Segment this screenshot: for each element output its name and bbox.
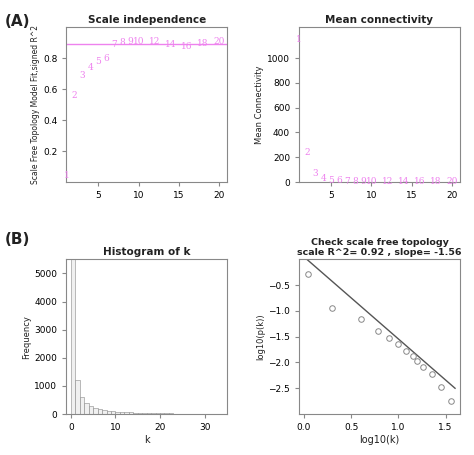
Text: 20: 20 [213, 37, 225, 46]
Text: 18: 18 [197, 39, 209, 48]
Text: 8: 8 [120, 38, 126, 47]
Text: 6: 6 [337, 176, 342, 185]
Bar [133, 413, 138, 414]
X-axis label: log10(k): log10(k) [359, 435, 400, 445]
Text: 5: 5 [96, 57, 101, 66]
Text: 5: 5 [328, 176, 334, 185]
Bar [75, 380, 80, 414]
Bar [120, 412, 124, 414]
Title: Mean connectivity: Mean connectivity [326, 15, 434, 25]
Point [428, 370, 436, 378]
Bar [102, 410, 107, 414]
Text: 7: 7 [345, 177, 350, 186]
Point [304, 270, 311, 278]
Text: 14: 14 [398, 177, 410, 186]
Text: 12: 12 [149, 37, 160, 46]
Text: 14: 14 [165, 40, 176, 49]
Text: 12: 12 [382, 177, 393, 186]
Text: 6: 6 [104, 54, 109, 63]
Text: (B): (B) [5, 232, 30, 247]
Y-axis label: log10(p(k)): log10(p(k)) [256, 313, 265, 360]
Bar [138, 413, 142, 414]
Text: 3: 3 [312, 169, 318, 178]
Text: 10: 10 [366, 177, 377, 186]
Text: 9: 9 [128, 37, 134, 46]
Y-axis label: Scale Free Topology Model Fit,signed R^2: Scale Free Topology Model Fit,signed R^2 [31, 25, 40, 184]
Bar [98, 409, 102, 414]
Text: 4: 4 [88, 63, 93, 72]
Bar [116, 411, 120, 414]
Text: 1: 1 [64, 172, 69, 180]
Title: Histogram of k: Histogram of k [103, 247, 191, 257]
X-axis label: k: k [144, 435, 149, 445]
Point [437, 384, 445, 391]
Text: 9: 9 [361, 177, 366, 186]
Bar [160, 413, 164, 414]
Text: 1: 1 [296, 35, 302, 44]
Point [402, 348, 410, 355]
Bar [155, 413, 160, 414]
Bar [93, 408, 98, 414]
Text: 2: 2 [304, 148, 310, 157]
Text: (A): (A) [5, 14, 30, 29]
Text: 20: 20 [446, 177, 457, 187]
Bar [124, 412, 129, 414]
Bar [71, 259, 75, 414]
Point [419, 363, 427, 370]
Point [357, 315, 365, 322]
Point [447, 398, 455, 405]
Bar [89, 406, 93, 414]
Bar [111, 411, 116, 414]
Title: Check scale free topology
scale R^2= 0.92 , slope= -1.56: Check scale free topology scale R^2= 0.9… [297, 238, 462, 257]
Point [328, 305, 336, 312]
Bar [142, 413, 146, 414]
Bar [80, 397, 84, 414]
Point [385, 334, 393, 341]
Point [413, 358, 421, 365]
Text: 7: 7 [112, 40, 118, 49]
Point [409, 353, 416, 360]
Bar [129, 412, 133, 414]
Bar [146, 413, 151, 414]
Point [394, 341, 402, 348]
Title: Scale independence: Scale independence [88, 15, 206, 25]
Y-axis label: Mean Connectivity: Mean Connectivity [255, 66, 264, 144]
Text: 3: 3 [80, 71, 85, 80]
Text: 8: 8 [353, 177, 358, 186]
Text: 4: 4 [320, 174, 326, 183]
Text: 10: 10 [133, 37, 145, 46]
Text: 2: 2 [72, 91, 77, 100]
Text: 16: 16 [414, 177, 425, 186]
Point [374, 327, 382, 334]
Text: 18: 18 [430, 177, 441, 187]
Text: 16: 16 [181, 42, 192, 51]
Bar [84, 403, 89, 414]
Y-axis label: Frequency: Frequency [23, 315, 32, 359]
Bar [151, 413, 155, 414]
Bar [107, 410, 111, 414]
